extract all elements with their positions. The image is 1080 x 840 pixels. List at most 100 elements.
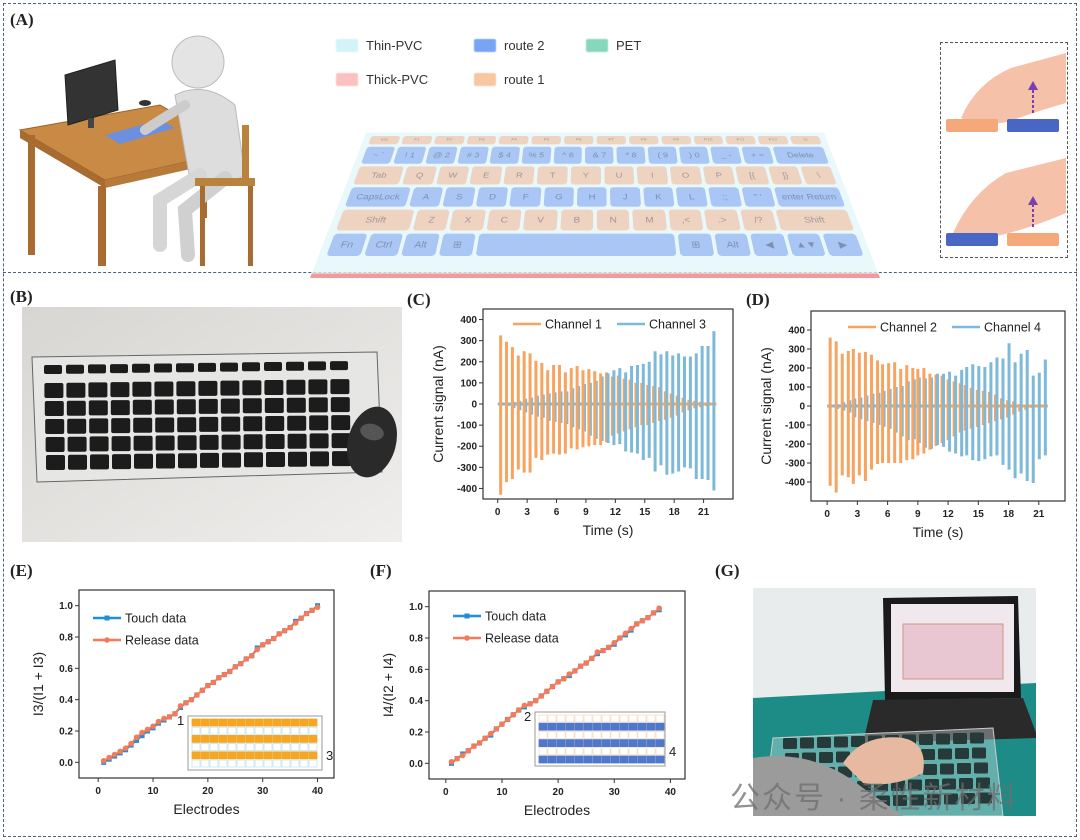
photo-key (976, 777, 990, 789)
other-electrode (538, 747, 548, 756)
other-electrode (601, 747, 611, 756)
route-electrode (556, 755, 566, 764)
photo-key (44, 401, 64, 416)
release-data-point (243, 656, 250, 662)
route-electrode (254, 718, 264, 727)
photo-key (45, 419, 65, 434)
release-data-point (465, 748, 472, 754)
photo-key (222, 452, 241, 468)
photo-key (132, 363, 150, 373)
photo-key (264, 362, 282, 371)
route-electrode (655, 722, 665, 731)
release-data-point (177, 703, 184, 709)
release-data-point (577, 663, 584, 669)
photo-key (221, 434, 241, 450)
route-electrode (191, 718, 201, 727)
photo-key (978, 792, 992, 804)
release-data-point (532, 697, 539, 704)
route-electrode (538, 755, 548, 764)
photo-key (44, 365, 62, 374)
other-electrode (281, 759, 291, 768)
other-electrode (556, 731, 566, 739)
photo-key (921, 749, 935, 760)
y-tick-label: -200 (785, 440, 805, 451)
release-data-point (139, 729, 145, 736)
release-data-point (183, 700, 189, 706)
photo-key (177, 417, 197, 433)
panel-label-a: (A) (10, 10, 34, 29)
photo-key (308, 361, 326, 371)
photo-key (220, 362, 238, 372)
other-electrode (628, 747, 638, 756)
other-electrode (191, 743, 201, 751)
photo-key (908, 779, 922, 791)
y-tick-label: 0.0 (409, 759, 423, 770)
release-data-point (111, 751, 118, 758)
y-axis-label: I3/(I1 + I3) (30, 652, 46, 716)
panel-label-g: (G) (715, 561, 740, 580)
release-data-point (639, 617, 646, 624)
y-tick-label: -200 (457, 442, 477, 453)
photo-key (800, 737, 814, 749)
photo-key (89, 436, 109, 452)
release-data-point (476, 740, 483, 746)
other-electrode (209, 743, 219, 751)
release-data-point (544, 688, 550, 695)
release-data-point (292, 620, 299, 626)
photo-key (287, 415, 307, 431)
photo-key (110, 382, 130, 398)
other-electrode (245, 743, 255, 751)
route-electrode (263, 718, 273, 727)
route-electrode (628, 722, 638, 731)
photo-key (67, 418, 87, 434)
x-tick-label: 9 (583, 507, 589, 518)
release-data-point (633, 621, 640, 627)
x-tick-label: 15 (639, 507, 651, 518)
release-data-point (276, 631, 282, 637)
release-data-point (216, 674, 222, 681)
route-electrode (601, 755, 611, 764)
route-electrode (299, 718, 309, 727)
photo-key (176, 381, 196, 397)
release-data-point (309, 607, 315, 614)
legend-label: Release data (125, 634, 199, 648)
photo-key (927, 794, 941, 805)
route-electrode (646, 722, 656, 731)
keyboard-keys (44, 361, 351, 470)
photo-key (331, 415, 351, 431)
release-data-point (527, 701, 533, 707)
photo-key (178, 453, 197, 469)
other-electrode (619, 731, 629, 739)
photo-key (286, 397, 306, 413)
other-electrode (272, 759, 282, 768)
photo-key (176, 363, 194, 373)
legend-label: Thick-PVC (366, 72, 429, 87)
photo-key (309, 415, 329, 431)
other-electrode (281, 726, 291, 735)
photo-key (243, 416, 263, 432)
photo-key (88, 364, 106, 374)
photo-key (910, 794, 924, 806)
route-electrode (245, 735, 255, 743)
plot-area (100, 603, 321, 765)
photo-key (198, 380, 218, 396)
route-electrode (538, 722, 548, 731)
other-electrode (236, 743, 246, 751)
photo-key (177, 435, 197, 451)
release-data-point (100, 757, 107, 764)
photo-key (330, 361, 348, 371)
other-electrode (218, 759, 228, 768)
route-electrode (272, 751, 282, 760)
photo-key (974, 762, 988, 774)
photo-key (265, 434, 285, 449)
route-electrode (592, 739, 602, 747)
route-electrode (565, 739, 575, 747)
legend-label: route 1 (504, 72, 545, 87)
legend-item-thin-pvc: Thin-PVC (336, 38, 422, 53)
other-electrode (209, 759, 219, 768)
photo-key (286, 379, 306, 395)
route-electrode (200, 718, 210, 727)
photo-key (819, 752, 833, 763)
photo-key (938, 748, 952, 760)
person-at-desk-illustration (18, 35, 255, 266)
